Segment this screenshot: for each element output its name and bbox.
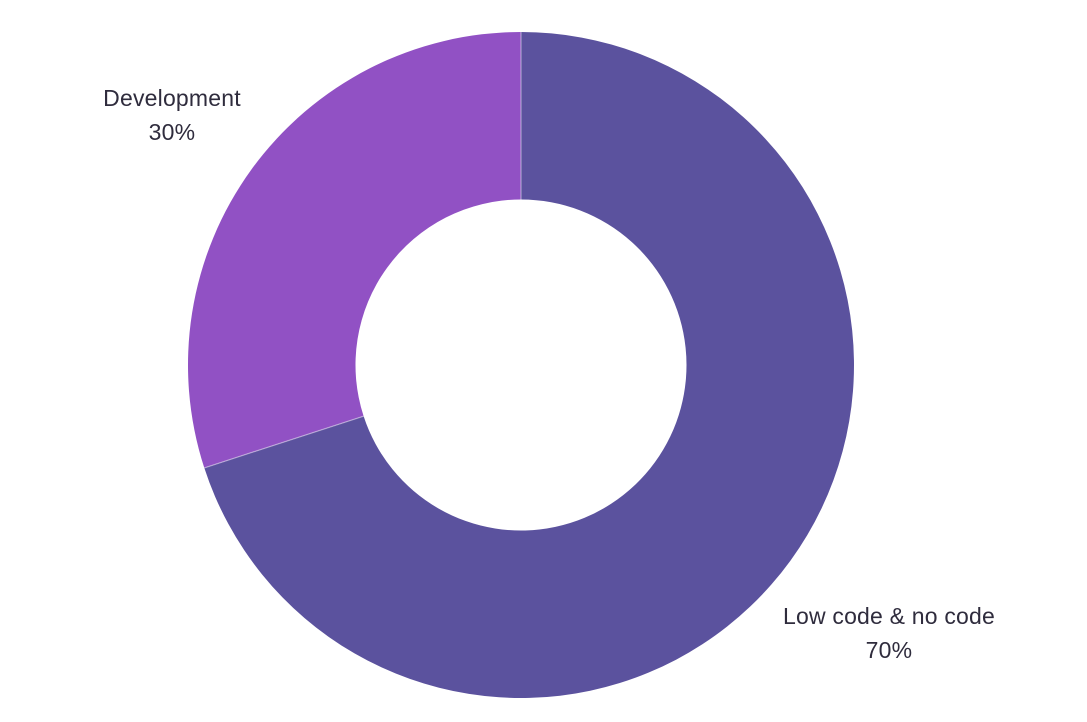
slice-label-low-code-name: Low code & no code xyxy=(782,603,996,629)
pie-slice-development xyxy=(187,32,521,468)
slice-label-low-code: Low code & no code 70% xyxy=(739,599,1039,667)
slice-label-development-percent: 30% xyxy=(148,119,196,145)
pie-slice-low-code-no-code xyxy=(204,32,854,699)
slice-divider xyxy=(204,415,364,469)
slice-label-development-name: Development xyxy=(103,85,241,111)
slice-label-low-code-percent: 70% xyxy=(865,637,913,663)
slice-label-development: Development 30% xyxy=(42,81,302,149)
